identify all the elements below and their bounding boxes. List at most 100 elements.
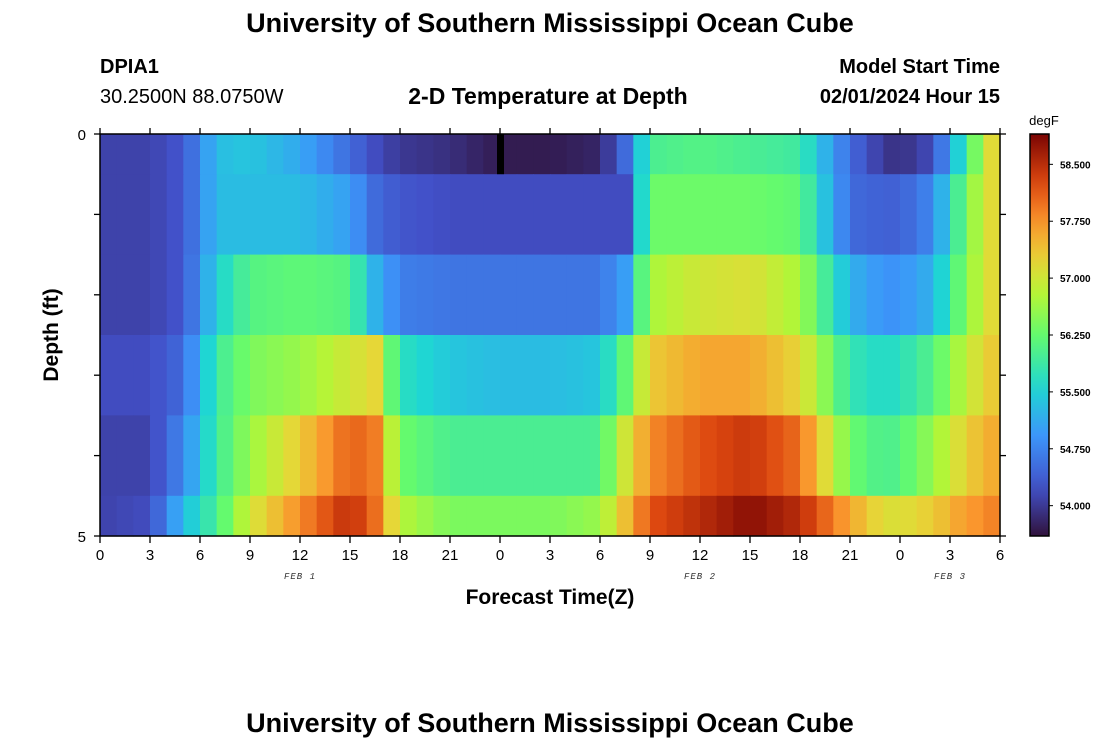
heatmap-cell xyxy=(666,134,684,175)
heatmap-cell xyxy=(216,174,234,256)
heatmap-cell xyxy=(300,254,318,336)
heatmap-cell xyxy=(816,174,834,256)
day-boundary-marker xyxy=(497,134,504,175)
heatmap-cell xyxy=(683,134,701,175)
heatmap-cell xyxy=(266,254,284,336)
heatmap-cell xyxy=(583,415,601,497)
heatmap-cell xyxy=(150,495,168,537)
heatmap-cell xyxy=(533,134,551,175)
heatmap-row xyxy=(100,335,1001,416)
x-tick-label: 0 xyxy=(496,547,504,564)
heatmap-cell xyxy=(450,134,468,175)
heatmap-cell xyxy=(516,254,534,336)
heatmap-cell xyxy=(466,415,484,497)
colorbar-tick-label: 57.750 xyxy=(1060,217,1091,228)
heatmap-cell xyxy=(183,335,201,416)
heatmap-cell xyxy=(150,254,168,336)
heatmap-cell xyxy=(783,134,801,175)
colorbar-gradient xyxy=(1029,133,1050,537)
heatmap-cell xyxy=(416,335,434,416)
heatmap-cell xyxy=(800,335,818,416)
heatmap-cell xyxy=(100,495,118,537)
heatmap-cell xyxy=(916,134,934,175)
heatmap-cell xyxy=(550,495,568,537)
heatmap-cell xyxy=(300,415,318,497)
colorbar: degF 58.500 57.750 57.000 56.250 55.500 54.75… xyxy=(1029,113,1091,537)
heatmap-cell xyxy=(183,134,201,175)
heatmap-cell xyxy=(833,415,851,497)
model-start-time: 02/01/2024 Hour 15 xyxy=(819,86,1000,108)
heatmap-cell xyxy=(666,254,684,336)
heatmap-cell xyxy=(683,335,701,416)
heatmap-cell xyxy=(983,254,1001,336)
heatmap-cell xyxy=(433,495,451,537)
heatmap-cell xyxy=(950,174,968,256)
heatmap-cell xyxy=(850,335,868,416)
heatmap-cell xyxy=(183,174,201,256)
heatmap-cell xyxy=(550,174,568,256)
heatmap-cell xyxy=(533,174,551,256)
heatmap-cell xyxy=(633,495,651,537)
heatmap-cell xyxy=(133,134,151,175)
heatmap-cell xyxy=(700,495,718,537)
heatmap-cell xyxy=(800,254,818,336)
heatmap-cell xyxy=(666,415,684,497)
heatmap-cell xyxy=(916,335,934,416)
heatmap-cell xyxy=(366,415,384,497)
colorbar-tick-label: 54.000 xyxy=(1060,502,1091,513)
heatmap-cell xyxy=(250,495,268,537)
x-tick-label: 6 xyxy=(996,547,1004,564)
heatmap-cell xyxy=(333,174,351,256)
heatmap-cell xyxy=(416,134,434,175)
heatmap-cell xyxy=(833,335,851,416)
heatmap-cell xyxy=(883,335,901,416)
heatmap-cell xyxy=(883,134,901,175)
heatmap-cell xyxy=(500,134,518,175)
colorbar-unit: degF xyxy=(1029,113,1059,128)
heatmap-cell xyxy=(283,335,301,416)
heatmap-cell xyxy=(283,174,301,256)
heatmap-cell xyxy=(766,495,784,537)
heatmap-cell xyxy=(816,415,834,497)
heatmap-cell xyxy=(416,254,434,336)
heatmap-cell xyxy=(616,254,634,336)
temperature-heatmap-chart: 0 3 6 9 12 15 18 21 0 3 6 9 12 15 18 21 0 3 6 FEB 1 FEB 2 FEB… xyxy=(40,113,1091,609)
heatmap-cell xyxy=(866,495,884,537)
heatmap-cell xyxy=(400,495,418,537)
heatmap-cell xyxy=(383,174,401,256)
heatmap-cell xyxy=(650,254,668,336)
heatmap-cell xyxy=(283,254,301,336)
heatmap-cell xyxy=(966,254,984,336)
heatmap-cell xyxy=(566,415,584,497)
heatmap-cell xyxy=(633,415,651,497)
chart-subtitle: 2-D Temperature at Depth xyxy=(408,83,688,109)
heatmap-cell xyxy=(866,335,884,416)
heatmap-cell xyxy=(400,174,418,256)
heatmap-cell xyxy=(233,174,251,256)
station-id: DPIA1 xyxy=(100,56,159,78)
x-tick-label: 21 xyxy=(442,547,459,564)
heatmap-cell xyxy=(683,495,701,537)
heatmap-cell xyxy=(133,174,151,256)
heatmap-cell xyxy=(750,415,768,497)
heatmap-cell xyxy=(566,335,584,416)
heatmap-cell xyxy=(450,415,468,497)
heatmap-row xyxy=(100,495,1001,537)
heatmap-cell xyxy=(933,254,951,336)
heatmap-cell xyxy=(916,174,934,256)
heatmap-cell xyxy=(366,134,384,175)
heatmap-cell xyxy=(533,415,551,497)
heatmap-cell xyxy=(350,174,368,256)
heatmap-cell xyxy=(866,254,884,336)
heatmap-cell xyxy=(400,134,418,175)
heatmap-cell xyxy=(666,174,684,256)
heatmap-cell xyxy=(366,495,384,537)
x-tick-label: 15 xyxy=(342,547,359,564)
heatmap-cell xyxy=(750,254,768,336)
heatmap-cell xyxy=(133,415,151,497)
heatmap-cell xyxy=(833,174,851,256)
heatmap-cell xyxy=(166,134,184,175)
heatmap-cell xyxy=(316,134,334,175)
heatmap-cell xyxy=(166,254,184,336)
heatmap-cell xyxy=(116,415,134,497)
